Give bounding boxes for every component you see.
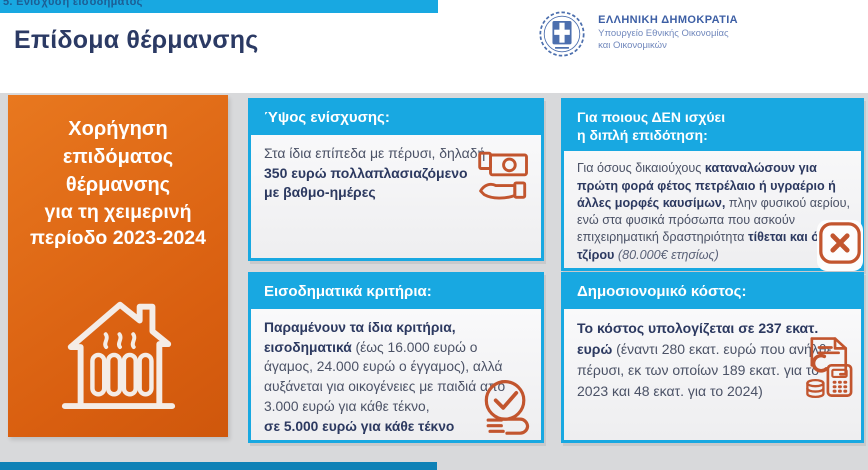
card-double-subsidy-exclusion: Για ποιους ΔΕΝ ισχύει η διπλή επιδότηση:… — [561, 98, 864, 271]
card-double-subsidy-text: Για όσους δικαιούχους καταναλώσουν για π… — [577, 161, 851, 262]
card-double-subsidy-body: Για όσους δικαιούχους καταναλώσουν για π… — [564, 151, 863, 273]
ministry-line2: και Οικονομικών — [598, 39, 667, 51]
hellenic-republic-emblem-icon — [536, 8, 588, 65]
page-title: Επίδομα θέρμανσης — [14, 26, 259, 54]
card-aid-amount-text: Στα ίδια επίπεδα με πέρυσι, δηλαδή 350 ευ… — [264, 145, 486, 201]
card-fiscal-cost: Δημοσιονομικό κόστος: Το κόστος υπολογίζ… — [561, 272, 864, 443]
card-aid-amount: Ύψος ενίσχυσης: Στα ίδια επίπεδα με πέρυ… — [248, 98, 544, 261]
ministry-line1: Υπουργείο Εθνικής Οικονομίας — [598, 27, 729, 39]
card-fiscal-cost-body: Το κόστος υπολογίζεται σε 237 εκατ. ευρώ… — [564, 309, 861, 411]
government-text: ΕΛΛΗΝΙΚΗ ΔΗΜΟΚΡΑΤΙΑ Υπουργείο Εθνικής Οι… — [598, 8, 738, 52]
card-aid-amount-header: Ύψος ενίσχυσης: — [251, 101, 541, 135]
panel-subheading: για τη χειμερινή περίοδο 2023-2024 — [30, 201, 206, 250]
section-tab: 5. Ενίσχυση εισοδήματος — [0, 0, 438, 13]
card-income-criteria-header: Εισοδηματικά κριτήρια: — [251, 275, 541, 309]
calculator-document-icon — [799, 335, 855, 407]
card-income-criteria-text: Παραμένουν τα ίδια κριτήρια, εισοδηματικ… — [264, 320, 506, 434]
card-fiscal-cost-header: Δημοσιονομικό κόστος: — [564, 275, 861, 309]
card-income-criteria-body: Παραμένουν τα ίδια κριτήρια, εισοδηματικ… — [251, 309, 541, 445]
card-fiscal-cost-text: Το κόστος υπολογίζεται σε 237 εκατ. ευρώ… — [577, 320, 833, 399]
bottom-accent-bar — [0, 462, 437, 470]
card-income-criteria: Εισοδηματικά κριτήρια: Παραμένουν τα ίδι… — [248, 272, 544, 443]
hand-money-icon — [475, 146, 533, 206]
section-tab-label: 5. Ενίσχυση εισοδήματος — [3, 0, 143, 8]
card-double-subsidy-header: Για ποιους ΔΕΝ ισχύει η διπλή επιδότηση: — [564, 101, 861, 152]
government-name: ΕΛΛΗΝΙΚΗ ΔΗΜΟΚΡΑΤΙΑ — [598, 14, 738, 26]
x-cross-icon — [817, 219, 863, 271]
card-aid-amount-body: Στα ίδια επίπεδα με πέρυσι, δηλαδή 350 ευ… — [251, 135, 541, 212]
panel-heading: Χορήγηση επιδόματος θέρμανσης — [62, 118, 174, 196]
header-band — [0, 0, 868, 93]
heating-allowance-panel: Χορήγηση επιδόματος θέρμανσης για τη χει… — [8, 95, 228, 437]
government-header: ΕΛΛΗΝΙΚΗ ΔΗΜΟΚΡΑΤΙΑ Υπουργείο Εθνικής Οι… — [536, 8, 738, 65]
house-radiator-icon — [57, 284, 179, 421]
hand-check-icon — [475, 376, 537, 442]
